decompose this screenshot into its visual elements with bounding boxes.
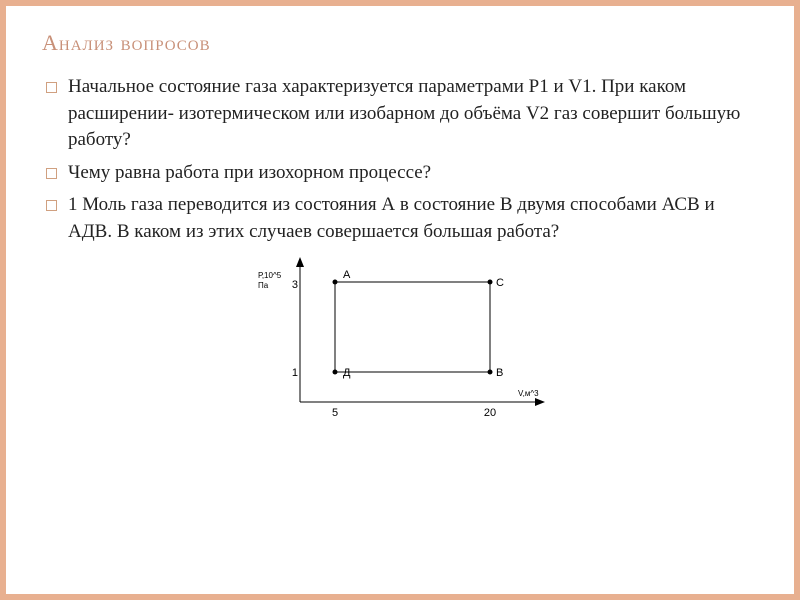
- slide-frame: Анализ вопросов Начальное состояние газа…: [0, 0, 800, 600]
- svg-text:Па: Па: [258, 281, 269, 290]
- svg-text:Д: Д: [343, 367, 351, 379]
- bullet-text: Начальное состояние газа характеризуется…: [68, 76, 740, 150]
- bullet-text: Чему равна работа при изохорном процессе…: [68, 162, 431, 183]
- slide-content: Анализ вопросов Начальное состояние газа…: [6, 6, 794, 594]
- svg-text:5: 5: [332, 407, 338, 419]
- svg-text:3: 3: [292, 279, 298, 291]
- bullet-item: Начальное состояние газа характеризуется…: [46, 74, 758, 154]
- svg-text:1: 1: [292, 367, 298, 379]
- bullet-item: 1 Моль газа переводится из состояния А в…: [46, 192, 758, 245]
- svg-text:Р,10^5: Р,10^5: [258, 271, 282, 280]
- slide-title: Анализ вопросов: [42, 30, 758, 56]
- bullet-text: 1 Моль газа переводится из состояния А в…: [68, 194, 715, 242]
- svg-text:20: 20: [484, 407, 496, 419]
- svg-text:В: В: [496, 367, 503, 379]
- pv-diagram-svg: Р,10^5Па V,м^3 А С Д В 3 1 5 20: [240, 252, 560, 427]
- pv-diagram: Р,10^5Па V,м^3 А С Д В 3 1 5 20: [240, 252, 560, 427]
- svg-text:С: С: [496, 277, 504, 289]
- svg-text:V,м^3: V,м^3: [518, 389, 539, 398]
- svg-text:А: А: [343, 269, 351, 281]
- bullet-item: Чему равна работа при изохорном процессе…: [46, 160, 758, 187]
- bullet-list: Начальное состояние газа характеризуется…: [42, 74, 758, 246]
